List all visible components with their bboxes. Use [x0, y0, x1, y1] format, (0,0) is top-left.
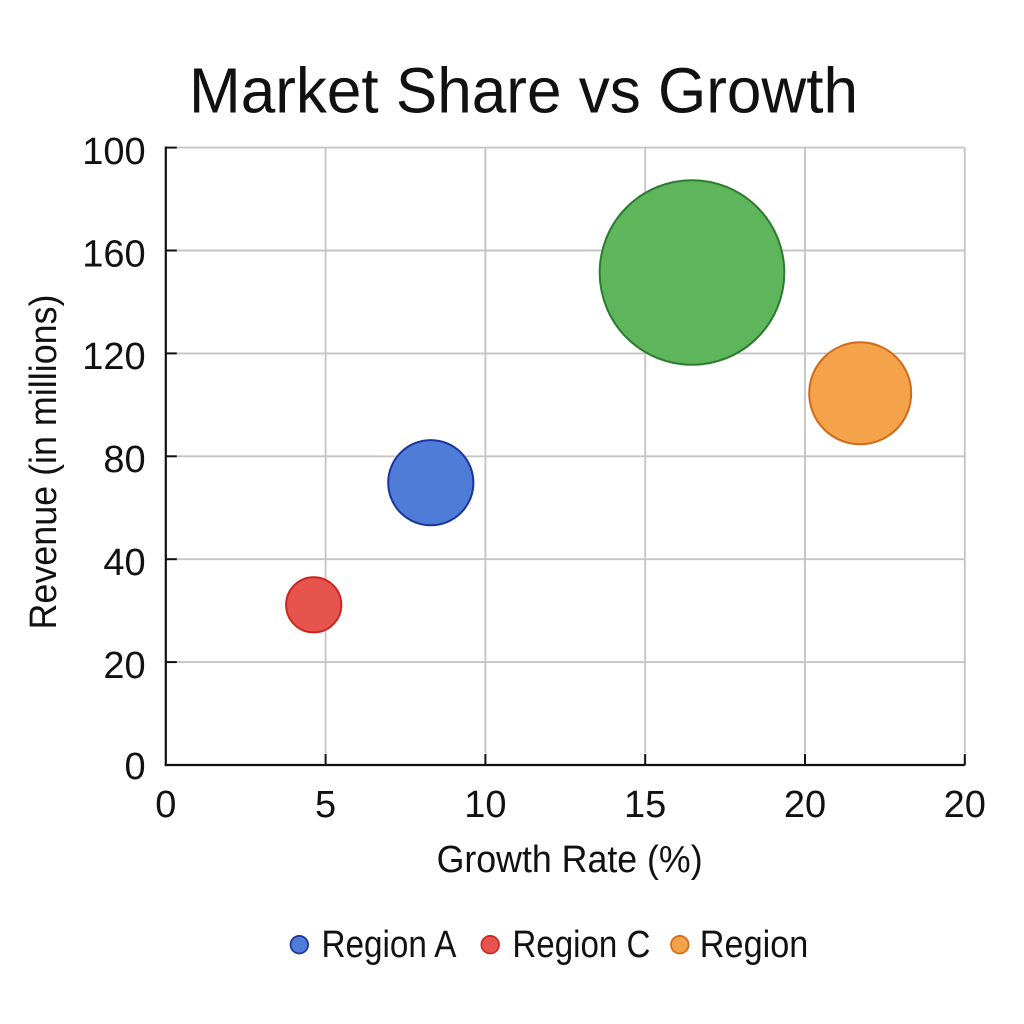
svg-text:Growth Rate (%): Growth Rate (%) — [437, 839, 703, 881]
svg-text:5: 5 — [315, 784, 336, 826]
svg-text:120: 120 — [82, 336, 145, 378]
svg-text:160: 160 — [82, 233, 145, 275]
svg-text:20: 20 — [784, 784, 826, 826]
svg-text:20: 20 — [944, 784, 986, 826]
svg-text:Revenue (in millions): Revenue (in millions) — [23, 295, 65, 630]
svg-text:100: 100 — [82, 131, 145, 173]
svg-text:10: 10 — [464, 784, 506, 826]
svg-text:Region A: Region A — [322, 924, 458, 966]
svg-text:Market Share vs Growth: Market Share vs Growth — [189, 54, 858, 126]
svg-text:40: 40 — [103, 542, 145, 584]
svg-text:Region: Region — [700, 924, 809, 966]
svg-text:0: 0 — [155, 784, 176, 826]
svg-text:0: 0 — [124, 746, 145, 788]
svg-text:80: 80 — [103, 439, 145, 481]
svg-text:Region C: Region C — [512, 924, 650, 966]
svg-text:15: 15 — [624, 784, 666, 826]
svg-text:20: 20 — [103, 645, 145, 687]
